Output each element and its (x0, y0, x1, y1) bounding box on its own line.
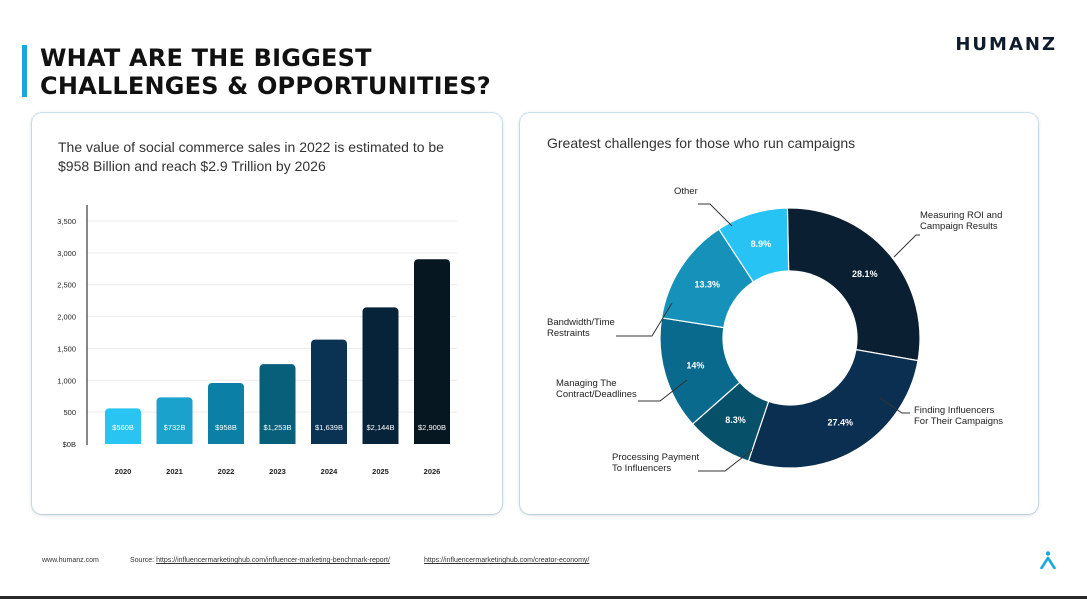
leader-line (698, 203, 733, 227)
slice-category-label: For Their Campaigns (914, 416, 1003, 427)
x-tick-label: 2020 (115, 467, 132, 476)
x-tick-label: 2023 (269, 467, 286, 476)
slice-category-label: Contract/Deadlines (556, 389, 637, 400)
social-commerce-heading: The value of social commerce sales in 20… (58, 139, 444, 174)
slice-category-label: Measuring ROI and (920, 210, 1002, 221)
bar (105, 408, 141, 444)
bar (362, 307, 399, 444)
social-commerce-bar-chart: $0B 500 1,000 1,500 2,000 2,500 3,000 3,500 $560… (57, 205, 457, 476)
bar-base (311, 440, 347, 444)
bar-base (259, 440, 296, 444)
page-title-line1: WHAT ARE THE BIGGEST (40, 44, 372, 72)
bar-value-label: $732B (164, 423, 186, 432)
bar-base (208, 440, 244, 444)
slice-category-label: Bandwidth/Time (547, 317, 615, 328)
donut-slice (718, 207, 790, 283)
x-tick-label: 2024 (321, 467, 339, 476)
bar (414, 259, 450, 444)
humanz-logo: HUMANZ (955, 34, 1057, 55)
slice-value-label: 13.3% (695, 280, 721, 290)
x-tick-label: 2025 (372, 467, 389, 476)
y-tick-label: 1,500 (57, 344, 76, 353)
challenges-heading: Greatest challenges for those who run ca… (547, 135, 856, 151)
social-commerce-card: The value of social commerce sales in 20… (32, 113, 502, 514)
bar-base (362, 440, 399, 444)
bar (156, 397, 193, 444)
challenges-card: Greatest challenges for those who run ca… (520, 113, 1038, 514)
x-tick-label: 2022 (218, 467, 235, 476)
leader-line (698, 449, 753, 472)
challenges-donut-chart: 28.1% 27.4% 8.3% 14% 13.3% 8.9% Measuring ROI … (547, 186, 1003, 474)
page-title-line2: CHALLENGES & OPPORTUNITIES? (40, 72, 491, 100)
slice-category-label: Processing Payment (612, 452, 699, 463)
footer-link-creator-economy[interactable]: https://influencermarketinghub.com/creat… (424, 557, 590, 564)
leader-line (893, 234, 920, 258)
slice-value-label: 14% (686, 361, 704, 371)
slice-category-label: Restraints (547, 328, 590, 339)
humanz-mark-icon (1040, 551, 1056, 569)
slice-category-label: Other (674, 186, 698, 197)
leader-line (879, 397, 910, 414)
donut-slice (747, 348, 919, 469)
leader-line (638, 379, 688, 402)
bottom-border (0, 596, 1087, 599)
bar-base (414, 440, 450, 444)
y-tick-label: $0B (63, 440, 76, 449)
slice-value-label: 28.1% (852, 269, 878, 279)
donut-slice (786, 207, 921, 362)
bar-value-label: $560B (112, 423, 134, 432)
y-tick-label: 1,000 (57, 376, 76, 385)
slice-category-label: Managing The (556, 378, 617, 389)
page-title: WHAT ARE THE BIGGEST CHALLENGES & OPPORT… (40, 44, 491, 100)
footer-source-label: Source: (130, 557, 155, 564)
bar-value-label: $2,144B (367, 423, 395, 432)
slice-value-label: 27.4% (827, 418, 853, 428)
title-accent-bar (22, 45, 27, 97)
x-tick-label: 2021 (166, 467, 183, 476)
leader-line (616, 302, 673, 337)
slice-value-label: 8.3% (725, 415, 746, 425)
bar-base (156, 440, 193, 444)
bar-value-label: $1,639B (315, 423, 343, 432)
bar (311, 339, 347, 444)
bar-value-label: $958B (215, 423, 237, 432)
x-tick-label: 2026 (424, 467, 441, 476)
bar-base (105, 440, 141, 444)
bar (259, 364, 296, 444)
footer-website: www.humanz.com (42, 557, 99, 564)
slice-category-label: To Influencers (612, 463, 671, 474)
y-tick-label: 2,000 (57, 313, 76, 322)
slice-value-label: 8.9% (751, 239, 772, 249)
y-tick-label: 2,500 (57, 281, 76, 290)
y-tick-label: 3,000 (57, 249, 76, 258)
y-tick-label: 500 (63, 408, 76, 417)
footer-link-benchmark[interactable]: https://influencermarketinghub.com/influ… (156, 557, 390, 564)
slice-category-label: Campaign Results (920, 221, 998, 232)
bar-value-label: $2,900B (418, 423, 446, 432)
bar (208, 382, 244, 444)
y-tick-label: 3,500 (57, 217, 76, 226)
slice-category-label: Finding Influencers (914, 405, 995, 416)
bar-value-label: $1,253B (264, 423, 292, 432)
footer-source: Source: https://influencermarketinghub.c… (130, 557, 390, 564)
